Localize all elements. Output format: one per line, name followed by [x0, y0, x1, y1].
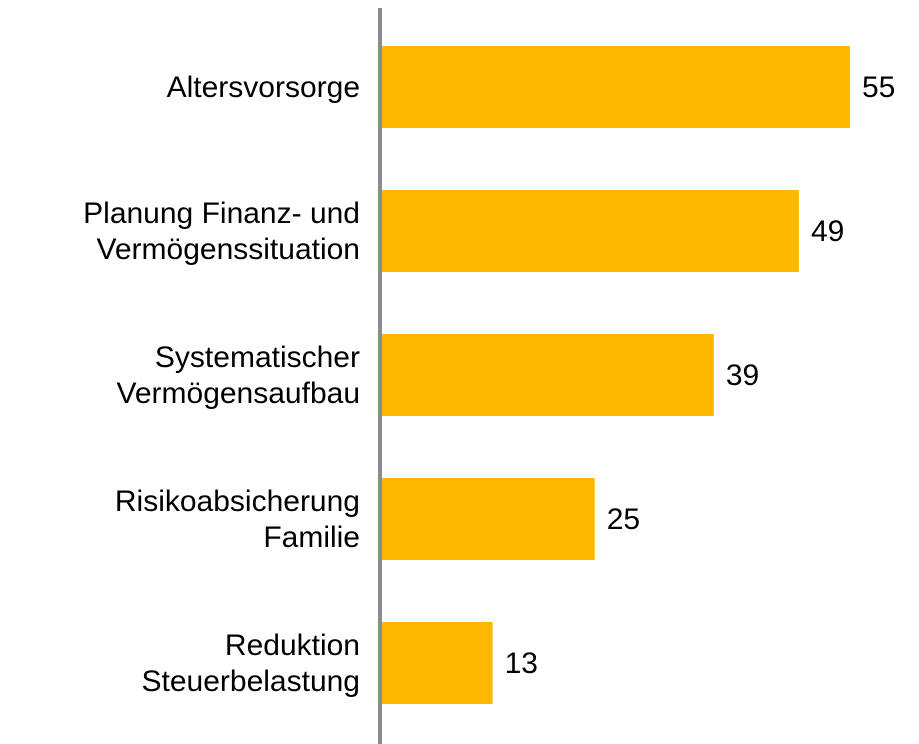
category-label: Risikoabsicherung [115, 485, 360, 518]
category-label: Altersvorsorge [167, 71, 360, 104]
category-label: Vermögenssituation [97, 233, 361, 266]
category-label: Systematischer [155, 341, 360, 374]
category-label: Planung Finanz- und [83, 197, 360, 230]
bar [382, 334, 714, 416]
bar [382, 190, 799, 272]
bar [382, 46, 850, 128]
bar [382, 478, 595, 560]
value-label: 25 [607, 503, 640, 536]
category-label: Vermögensaufbau [116, 377, 360, 410]
value-label: 49 [811, 215, 844, 248]
bar [382, 622, 493, 704]
category-label: Steuerbelastung [142, 665, 361, 698]
category-label: Reduktion [225, 629, 360, 662]
value-label: 13 [505, 647, 538, 680]
value-label: 55 [862, 71, 895, 104]
value-label: 39 [726, 359, 759, 392]
category-label: Familie [263, 521, 360, 554]
